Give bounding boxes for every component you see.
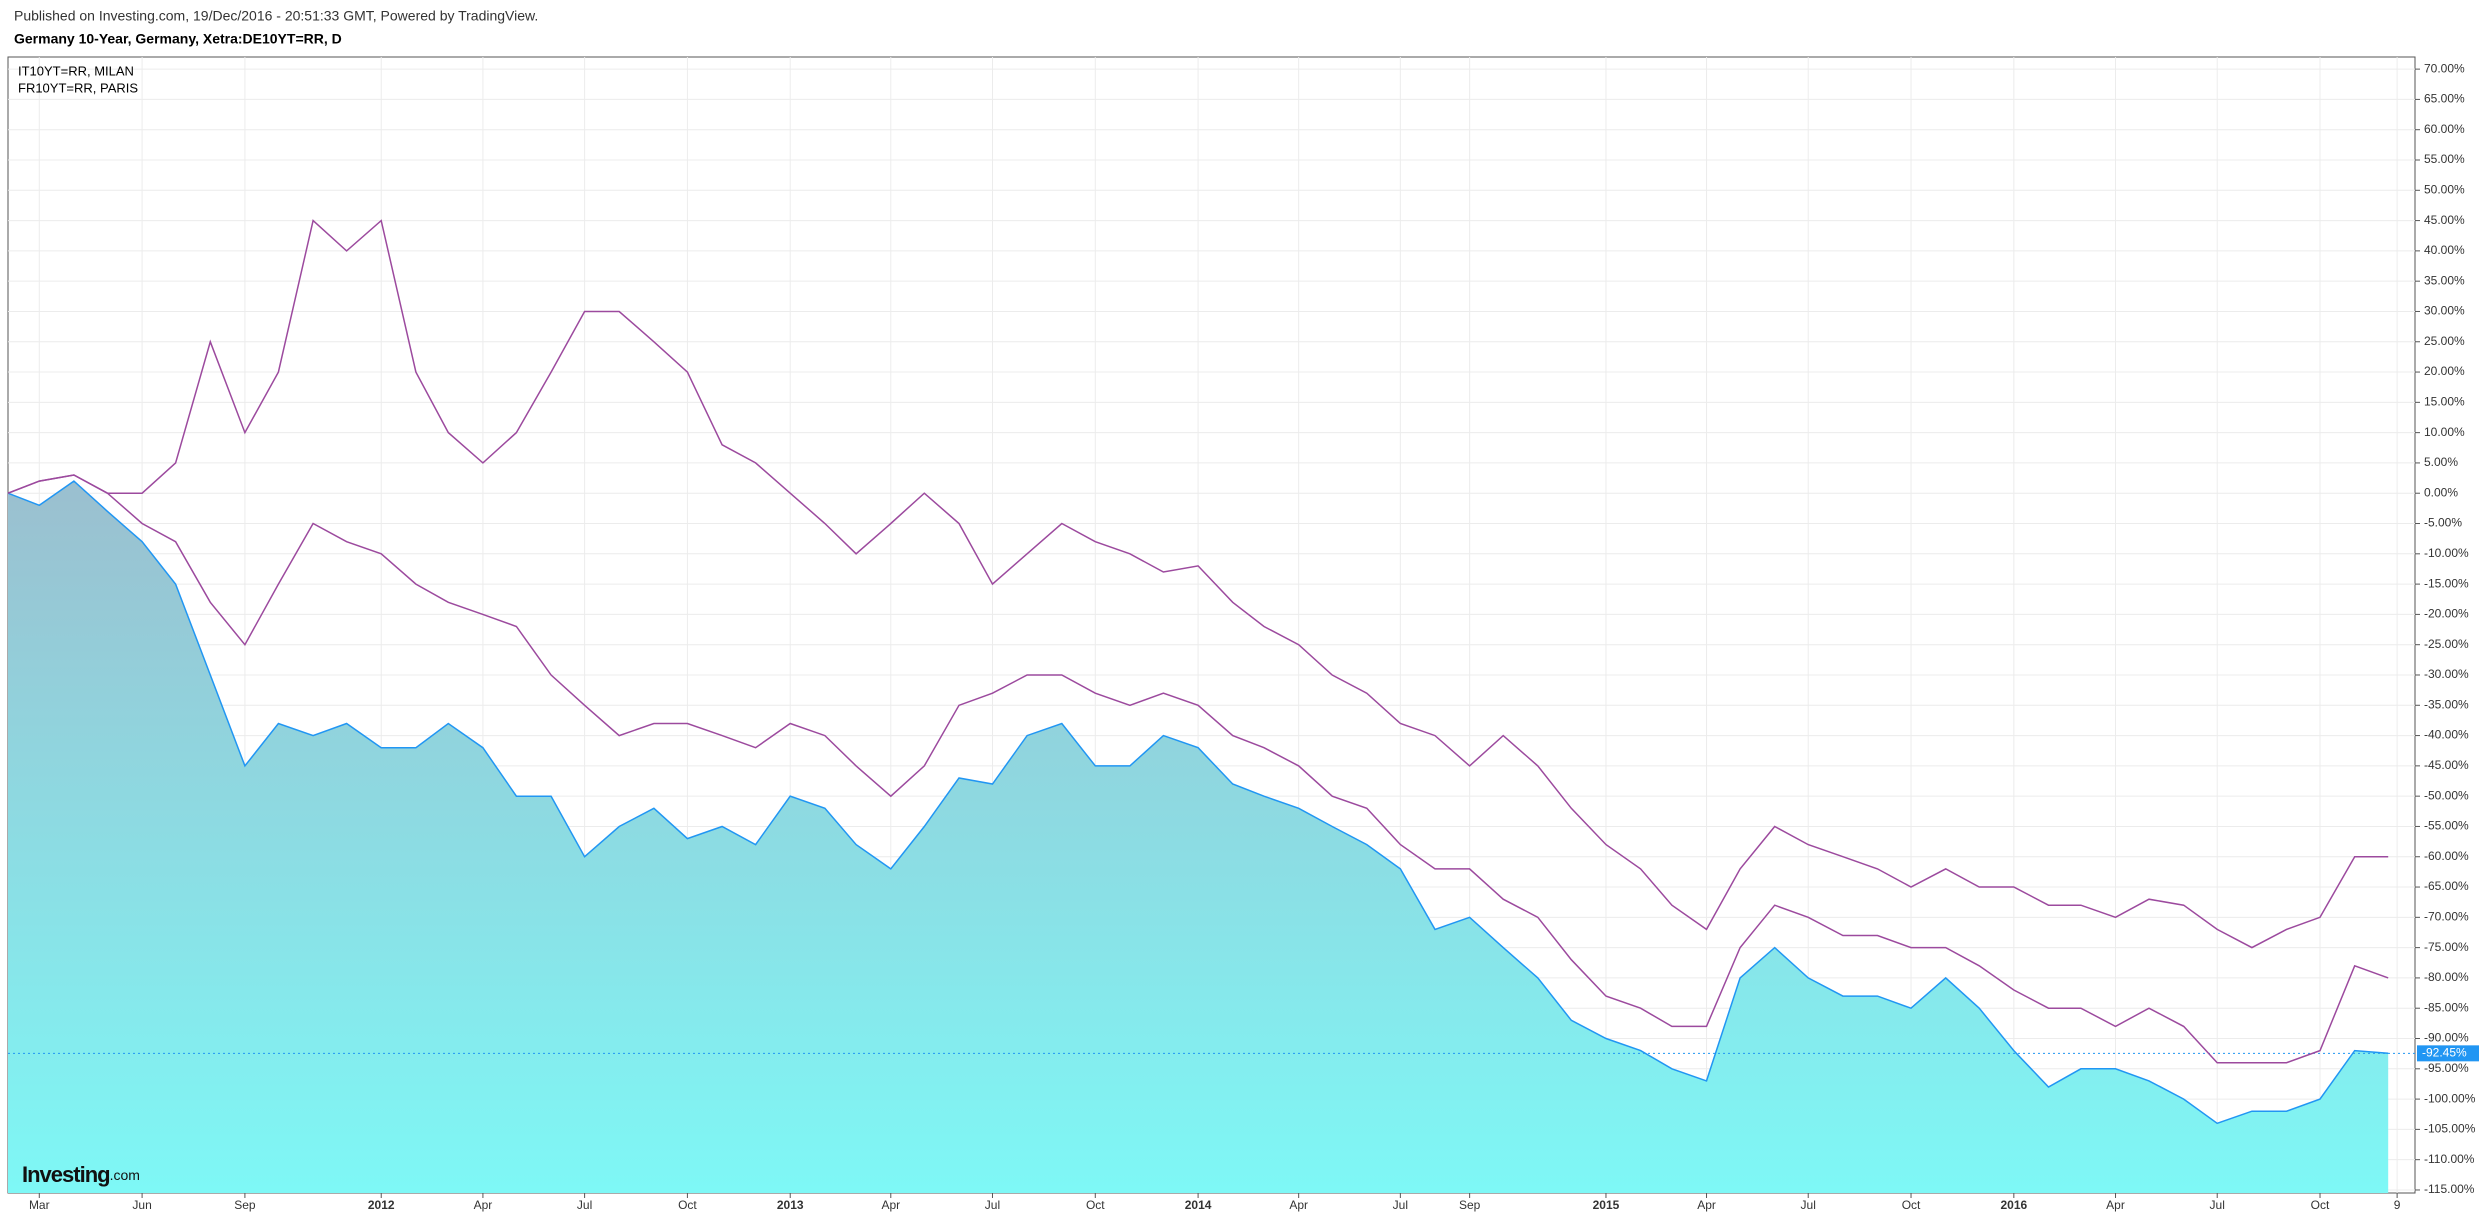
last-value-label: -92.45%	[2422, 1046, 2467, 1060]
x-tick-label: Mar	[29, 1198, 50, 1212]
y-tick-label: -15.00%	[2424, 576, 2469, 590]
x-tick-label: Jul	[1801, 1198, 1816, 1212]
y-tick-label: -110.00%	[2424, 1152, 2475, 1166]
x-tick-label: Jul	[2210, 1198, 2225, 1212]
y-tick-label: -80.00%	[2424, 970, 2469, 984]
x-tick-label: Apr	[1697, 1198, 1716, 1212]
area	[8, 481, 2389, 1194]
y-tick-label: -45.00%	[2424, 758, 2469, 772]
y-tick-label: 40.00%	[2424, 243, 2465, 257]
x-tick-label: 2015	[1593, 1198, 1620, 1212]
line	[7, 219, 2389, 949]
x-tick-label: Sep	[1459, 1198, 1481, 1212]
y-tick-label: 70.00%	[2424, 61, 2465, 75]
y-tick-label: -25.00%	[2424, 637, 2469, 651]
x-tick-label: Oct	[1902, 1198, 1921, 1212]
y-tick-label: -30.00%	[2424, 667, 2469, 681]
y-tick-label: 25.00%	[2424, 334, 2465, 348]
y-tick-label: 45.00%	[2424, 213, 2465, 227]
y-tick-label: -95.00%	[2424, 1061, 2469, 1075]
x-tick-label: Apr	[474, 1198, 493, 1212]
x-tick-label: Sep	[234, 1198, 256, 1212]
x-tick-label: Oct	[678, 1198, 697, 1212]
x-tick-label: 2012	[368, 1198, 395, 1212]
x-tick-label: Apr	[881, 1198, 900, 1212]
y-tick-label: -35.00%	[2424, 697, 2469, 711]
brand-suffix: .com	[110, 1167, 140, 1183]
y-tick-label: -75.00%	[2424, 940, 2469, 954]
y-tick-label: -115.00%	[2424, 1182, 2475, 1196]
y-tick-label: -85.00%	[2424, 1000, 2469, 1014]
y-tick-label: 10.00%	[2424, 425, 2465, 439]
x-tick-label: Jul	[1393, 1198, 1408, 1212]
x-tick-label: Jul	[577, 1198, 592, 1212]
y-tick-label: -50.00%	[2424, 788, 2469, 802]
y-tick-label: 5.00%	[2424, 455, 2458, 469]
y-tick-label: 15.00%	[2424, 395, 2465, 409]
y-tick-label: 20.00%	[2424, 364, 2465, 378]
last-value-box	[2417, 1045, 2479, 1062]
y-tick-label: -5.00%	[2424, 516, 2462, 530]
x-tick-label: 9	[2394, 1198, 2401, 1212]
y-tick-label: -90.00%	[2424, 1031, 2469, 1045]
x-tick-label: 2013	[777, 1198, 804, 1212]
x-tick-label: 2016	[2000, 1198, 2027, 1212]
x-tick-label: Apr	[2106, 1198, 2125, 1212]
brand-logo: Investing.com	[22, 1162, 140, 1187]
subtitle: Published on Investing.com, 19/Dec/2016 …	[14, 8, 538, 24]
y-tick-label: -70.00%	[2424, 910, 2469, 924]
y-tick-label: 60.00%	[2424, 122, 2465, 136]
y-tick-label: -105.00%	[2424, 1122, 2476, 1136]
x-tick-label: Oct	[2311, 1198, 2330, 1212]
brand-name: Investing	[22, 1162, 110, 1187]
x-tick-label: Apr	[1289, 1198, 1308, 1212]
y-tick-label: -10.00%	[2424, 546, 2469, 560]
y-tick-label: 35.00%	[2424, 273, 2465, 287]
x-tick-label: Oct	[1086, 1198, 1105, 1212]
y-tick-label: -20.00%	[2424, 607, 2469, 621]
x-tick-label: Jun	[132, 1198, 151, 1212]
y-tick-label: -60.00%	[2424, 849, 2469, 863]
y-tick-label: 50.00%	[2424, 182, 2465, 196]
y-tick-label: 55.00%	[2424, 152, 2465, 166]
y-tick-label: -100.00%	[2424, 1091, 2476, 1105]
x-tick-label: 2014	[1185, 1198, 1212, 1212]
y-tick-label: 65.00%	[2424, 92, 2465, 106]
x-tick-label: Jul	[985, 1198, 1000, 1212]
y-tick-label: 30.00%	[2424, 304, 2465, 318]
y-tick-label: -55.00%	[2424, 819, 2469, 833]
y-tick-label: -40.00%	[2424, 728, 2469, 742]
line	[7, 474, 2389, 1064]
legend-entry: FR10YT=RR, PARIS	[18, 80, 138, 95]
chart-title: Germany 10-Year, Germany, Xetra:DE10YT=R…	[14, 31, 342, 47]
line	[7, 480, 2389, 1125]
legend-entry: IT10YT=RR, MILAN	[18, 63, 134, 78]
y-tick-label: -65.00%	[2424, 879, 2469, 893]
y-tick-label: 0.00%	[2424, 485, 2458, 499]
